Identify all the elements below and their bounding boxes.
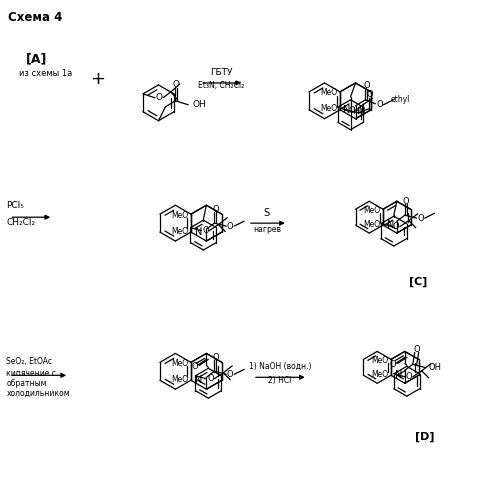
Text: O: O [173,80,180,90]
Text: MeO: MeO [363,220,380,228]
Text: MeO: MeO [320,104,337,114]
Text: обратным: обратным [6,379,47,388]
Text: N: N [395,370,403,380]
Text: 1) NaOH (водн.): 1) NaOH (водн.) [248,362,311,371]
Text: N: N [195,376,202,386]
Text: N: N [195,227,202,237]
Text: HN: HN [352,108,366,116]
Text: MeO: MeO [171,375,188,384]
Text: O: O [212,353,219,362]
Text: MeO: MeO [371,356,388,365]
Text: холодильником: холодильником [6,388,70,398]
Text: O: O [191,362,198,371]
Text: O: O [348,106,355,115]
Text: O: O [212,204,219,214]
Text: S: S [264,208,270,218]
Text: O: O [366,90,373,100]
Text: O: O [406,372,412,382]
Text: нагрев: нагрев [253,224,281,234]
Text: PCl₅: PCl₅ [6,200,24,210]
Text: кипячение с: кипячение с [6,369,56,378]
Text: MeO: MeO [363,206,380,214]
Text: O: O [389,360,396,369]
Text: CH₂Cl₂: CH₂Cl₂ [6,218,36,226]
Text: ethyl: ethyl [390,96,410,104]
Text: MeO: MeO [171,226,188,235]
Text: 2) HCl: 2) HCl [268,376,291,385]
Text: MeO: MeO [171,359,188,368]
Text: N: N [387,220,394,230]
Text: O: O [392,222,399,231]
Text: N: N [343,105,350,115]
Text: Et₃N, CH₂Cl₂: Et₃N, CH₂Cl₂ [198,82,244,90]
Text: O: O [403,197,409,206]
Text: MeO: MeO [371,370,388,379]
Text: +: + [90,70,105,88]
Text: O: O [227,222,234,230]
Text: SeO₂, EtOAc: SeO₂, EtOAc [6,357,52,366]
Text: O: O [413,345,420,354]
Text: MeO: MeO [171,210,188,220]
Text: OH: OH [428,363,442,372]
Text: из схемы 1а: из схемы 1а [20,70,73,78]
Text: O: O [202,226,209,235]
Text: ГБТУ: ГБТУ [210,68,232,78]
Text: Схема 4: Схема 4 [8,12,63,24]
Text: MeO: MeO [320,88,337,98]
Text: O: O [417,214,424,222]
Text: O: O [363,82,370,90]
Text: [C]: [C] [409,276,427,287]
Text: O: O [227,370,234,379]
Text: O: O [155,94,163,102]
Text: OH: OH [192,100,206,110]
Text: O: O [376,100,383,110]
Text: [A]: [A] [26,52,48,66]
Text: O: O [207,374,214,384]
Text: [D]: [D] [415,432,434,442]
